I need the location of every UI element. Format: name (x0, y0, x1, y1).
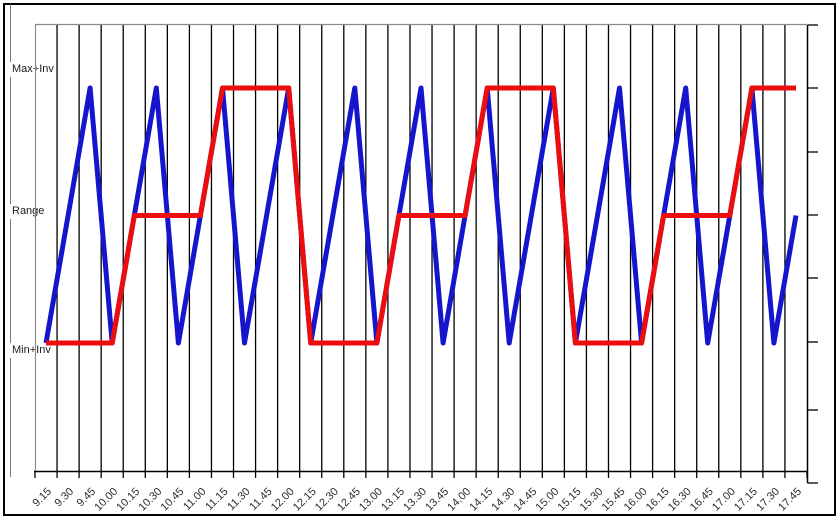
x-tick-label: 13.00 (357, 486, 385, 514)
x-tick-label: 12.30 (313, 486, 341, 514)
x-tick-label: 13.30 (401, 486, 429, 514)
x-tick-label: 12.15 (291, 486, 319, 514)
x-tick-label: 10.15 (114, 486, 142, 514)
x-tick-label: 11.45 (247, 486, 274, 513)
x-tick-label: 11.00 (181, 486, 208, 513)
x-tick-label: 9.15 (31, 486, 55, 510)
x-tick-label: 17.45 (776, 486, 804, 514)
x-tick-label: 15.15 (556, 486, 584, 514)
x-tick-label: 9.30 (53, 486, 77, 510)
x-tick-label: 10.45 (159, 486, 187, 514)
red-series-line (46, 85, 796, 346)
y-axis-label-range: Range (7, 204, 48, 219)
x-tick-label: 15.00 (534, 486, 562, 514)
x-tick-label: 14.30 (489, 486, 517, 514)
x-tick-label: 17.15 (732, 486, 760, 514)
x-tick-label: 17.00 (710, 486, 738, 514)
x-tick-label: 15.30 (578, 486, 606, 514)
x-tick-label: 12.45 (335, 486, 363, 514)
x-tick-label: 13.45 (423, 486, 451, 514)
x-tick-label: 16.45 (688, 486, 716, 514)
x-tick-label: 16.00 (622, 486, 650, 514)
x-tick-label: 13.15 (379, 486, 407, 514)
x-tick-label: 10.00 (92, 486, 120, 514)
x-tick-label: 14.00 (445, 486, 473, 514)
x-tick-label: 15.45 (600, 486, 628, 514)
y-axis-label-min-inv: Min+Inv (7, 343, 54, 358)
x-tick-label: 17.30 (754, 486, 782, 514)
x-tick-label: 11.30 (225, 486, 252, 513)
x-tick-label: 12.00 (269, 486, 297, 514)
x-tick-label: 16.30 (666, 486, 694, 514)
x-tick-label: 16.15 (644, 486, 672, 514)
x-tick-label: 14.45 (511, 486, 539, 514)
x-tick-label: 10.30 (136, 486, 164, 514)
y-axis-label-max-inv: Max+Inv (7, 62, 57, 77)
x-tick-label: 14.15 (467, 486, 495, 514)
blue-series-line (43, 85, 799, 346)
left-value-axis-line (10, 4, 11, 477)
x-tick-label: 11.15 (203, 486, 230, 513)
